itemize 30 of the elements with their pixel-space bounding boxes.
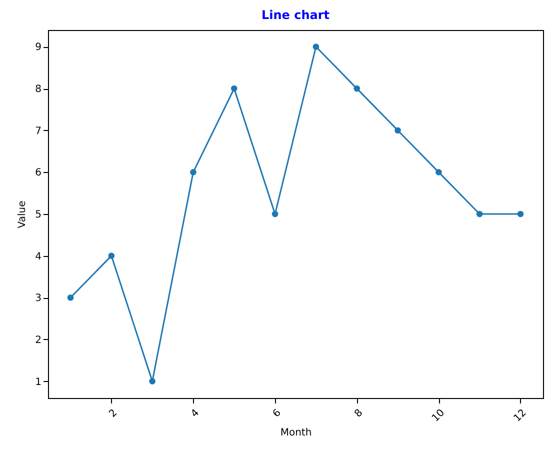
y-axis-title: Value: [17, 200, 28, 228]
y-tick-label: 4: [35, 251, 42, 262]
y-tick-label: 1: [35, 376, 42, 388]
x-axis-title: Month: [280, 428, 312, 439]
point: [394, 127, 401, 134]
y-tick-label: 6: [35, 168, 42, 179]
y-tick-label: 7: [35, 126, 42, 137]
y-tick-label: 5: [35, 210, 42, 220]
y-tick-label: 3: [35, 293, 42, 304]
x-tick-label: 4: [189, 408, 202, 420]
point: [67, 294, 74, 301]
point: [517, 210, 524, 218]
x-tick-label: 6: [271, 408, 284, 420]
x-tick-label: 12: [512, 408, 529, 424]
point: [476, 210, 483, 218]
point: [354, 85, 360, 92]
point: [230, 85, 238, 92]
point: [108, 252, 115, 259]
x-tick-label: 10: [430, 408, 447, 424]
x-tick-label: 2: [107, 408, 120, 420]
point: [436, 169, 442, 176]
point: [190, 169, 196, 176]
y-tick-label: 8: [35, 84, 42, 96]
point: [312, 44, 320, 50]
chart-title: Line chart: [261, 8, 330, 22]
y-tick-label: 2: [35, 334, 42, 346]
point: [149, 378, 156, 384]
x-tick-label: 8: [352, 408, 366, 420]
y-tick-label: 9: [35, 42, 42, 54]
point: [272, 210, 278, 218]
